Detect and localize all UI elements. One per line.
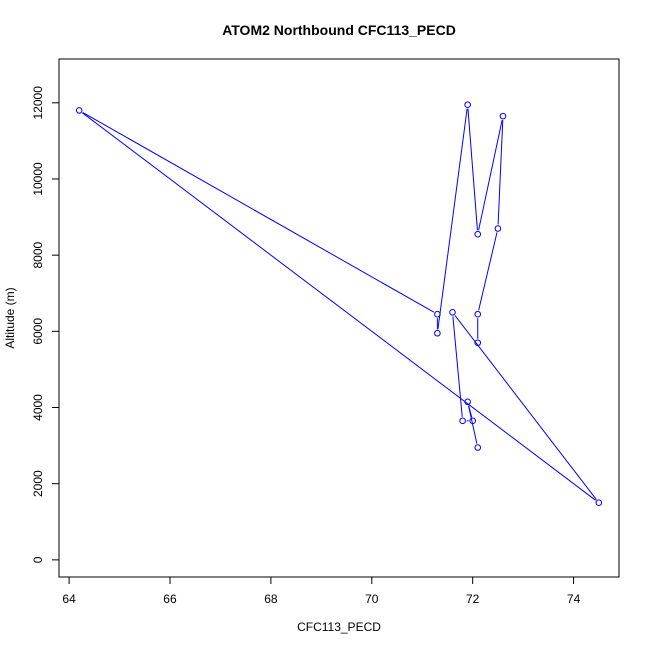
data-point: [474, 230, 482, 238]
data-point: [464, 101, 471, 109]
series-layer: [75, 101, 603, 507]
x-tick-label: 68: [264, 592, 278, 606]
x-tick-label: 74: [567, 592, 581, 606]
data-point: [459, 417, 466, 425]
data-point: [464, 398, 471, 406]
data-point: [75, 107, 83, 114]
y-tick-label: 10000: [31, 162, 45, 196]
data-point: [449, 308, 456, 316]
y-axis-label: Altitude (m): [3, 287, 17, 348]
plot-area: [58, 58, 620, 578]
y-tick-label: 6000: [31, 318, 45, 345]
series-line-segment: [454, 315, 597, 500]
series-line-segment: [478, 119, 503, 231]
y-tick-label: 8000: [31, 241, 45, 268]
x-axis: 64 66 68 70 72 74: [62, 577, 581, 606]
data-point: [434, 310, 441, 318]
x-tick-label: 72: [466, 592, 480, 606]
y-tick-label: 4000: [31, 394, 45, 421]
series-line-segment: [468, 405, 473, 418]
y-tick-label: 2000: [31, 470, 45, 497]
data-point: [595, 499, 603, 507]
chart-title: ATOM2 Northbound CFC113_PECD: [222, 22, 456, 38]
x-tick-label: 64: [62, 592, 76, 606]
x-tick-label: 66: [163, 592, 177, 606]
series-line-segment: [467, 108, 478, 231]
y-axis: 0 2000 4000 6000 8000 10000 12000: [31, 86, 59, 563]
y-tick-label: 0: [31, 556, 45, 563]
series-line-segment: [478, 232, 498, 311]
data-point: [494, 225, 502, 232]
data-point: [474, 310, 482, 318]
y-tick-label: 12000: [31, 86, 45, 120]
data-point: [474, 444, 482, 451]
x-tick-label: 70: [365, 592, 379, 606]
series-line-segment: [452, 316, 463, 417]
data-point: [499, 112, 507, 120]
series-line-segment: [82, 112, 596, 501]
data-point: [469, 417, 476, 425]
series-line-segment: [437, 108, 468, 330]
series-line-segment: [82, 111, 435, 313]
series-line-segment: [497, 120, 504, 225]
data-point: [434, 329, 441, 337]
data-point: [474, 339, 482, 347]
x-axis-label: CFC113_PECD: [297, 620, 381, 634]
